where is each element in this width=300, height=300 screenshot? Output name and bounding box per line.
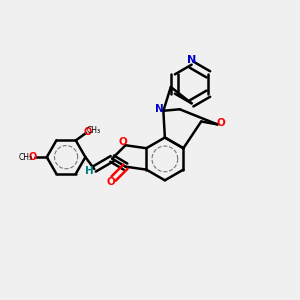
Text: O: O	[83, 127, 92, 137]
Text: O: O	[106, 176, 115, 187]
Text: O: O	[217, 118, 226, 128]
Text: O: O	[118, 137, 127, 147]
Text: N: N	[154, 104, 163, 114]
Text: CH₃: CH₃	[86, 126, 100, 135]
Text: N: N	[187, 55, 196, 65]
Text: H: H	[85, 166, 93, 176]
Text: O: O	[28, 152, 37, 162]
Text: CH₃: CH₃	[19, 153, 33, 162]
